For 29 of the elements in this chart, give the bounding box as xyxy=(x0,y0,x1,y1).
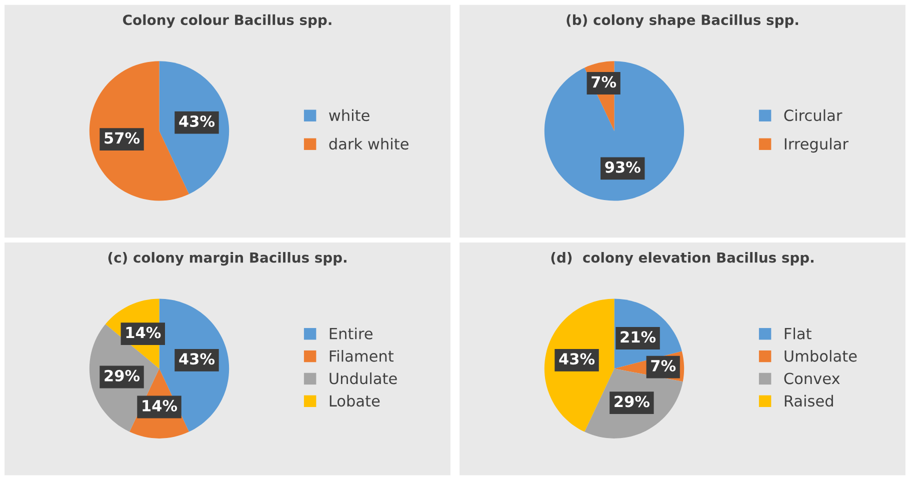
legend-label: Umbolate xyxy=(784,350,857,362)
data-label: 14% xyxy=(126,326,161,338)
data-label: 93% xyxy=(605,161,640,173)
legend-label: Undulate xyxy=(330,372,397,384)
data-label: 21% xyxy=(620,331,656,343)
legend-label: Lobate xyxy=(330,394,380,407)
legend-label: Irregular xyxy=(784,138,849,153)
data-label: 43% xyxy=(179,115,215,128)
legend-label: dark white xyxy=(329,138,408,150)
legend-label: Circular xyxy=(784,109,842,122)
chart-title: (c) colony margin Bacillus spp. xyxy=(108,252,346,266)
chart-title: (d) colony elevation Bacillus spp. xyxy=(551,252,814,266)
chart-title: Colony colour Bacillus spp. xyxy=(123,14,332,28)
legend-label: Convex xyxy=(784,372,840,384)
legend-label: Filament xyxy=(330,350,394,362)
pie-slice xyxy=(544,61,684,201)
data-label: 29% xyxy=(104,370,140,382)
data-label: 57% xyxy=(104,132,140,144)
data-label: 7% xyxy=(651,360,676,372)
chart-title: (b) colony shape Bacillus spp. xyxy=(566,14,798,28)
legend-label: Entire xyxy=(330,328,372,340)
data-label: 14% xyxy=(142,400,178,412)
data-label: 43% xyxy=(559,353,595,365)
data-label: 43% xyxy=(179,353,215,365)
legend-label: white xyxy=(329,109,370,122)
data-label: 7% xyxy=(592,76,616,88)
legend-label: Flat xyxy=(784,328,812,340)
data-label: 29% xyxy=(614,396,650,408)
legend-label: Raised xyxy=(784,394,833,407)
